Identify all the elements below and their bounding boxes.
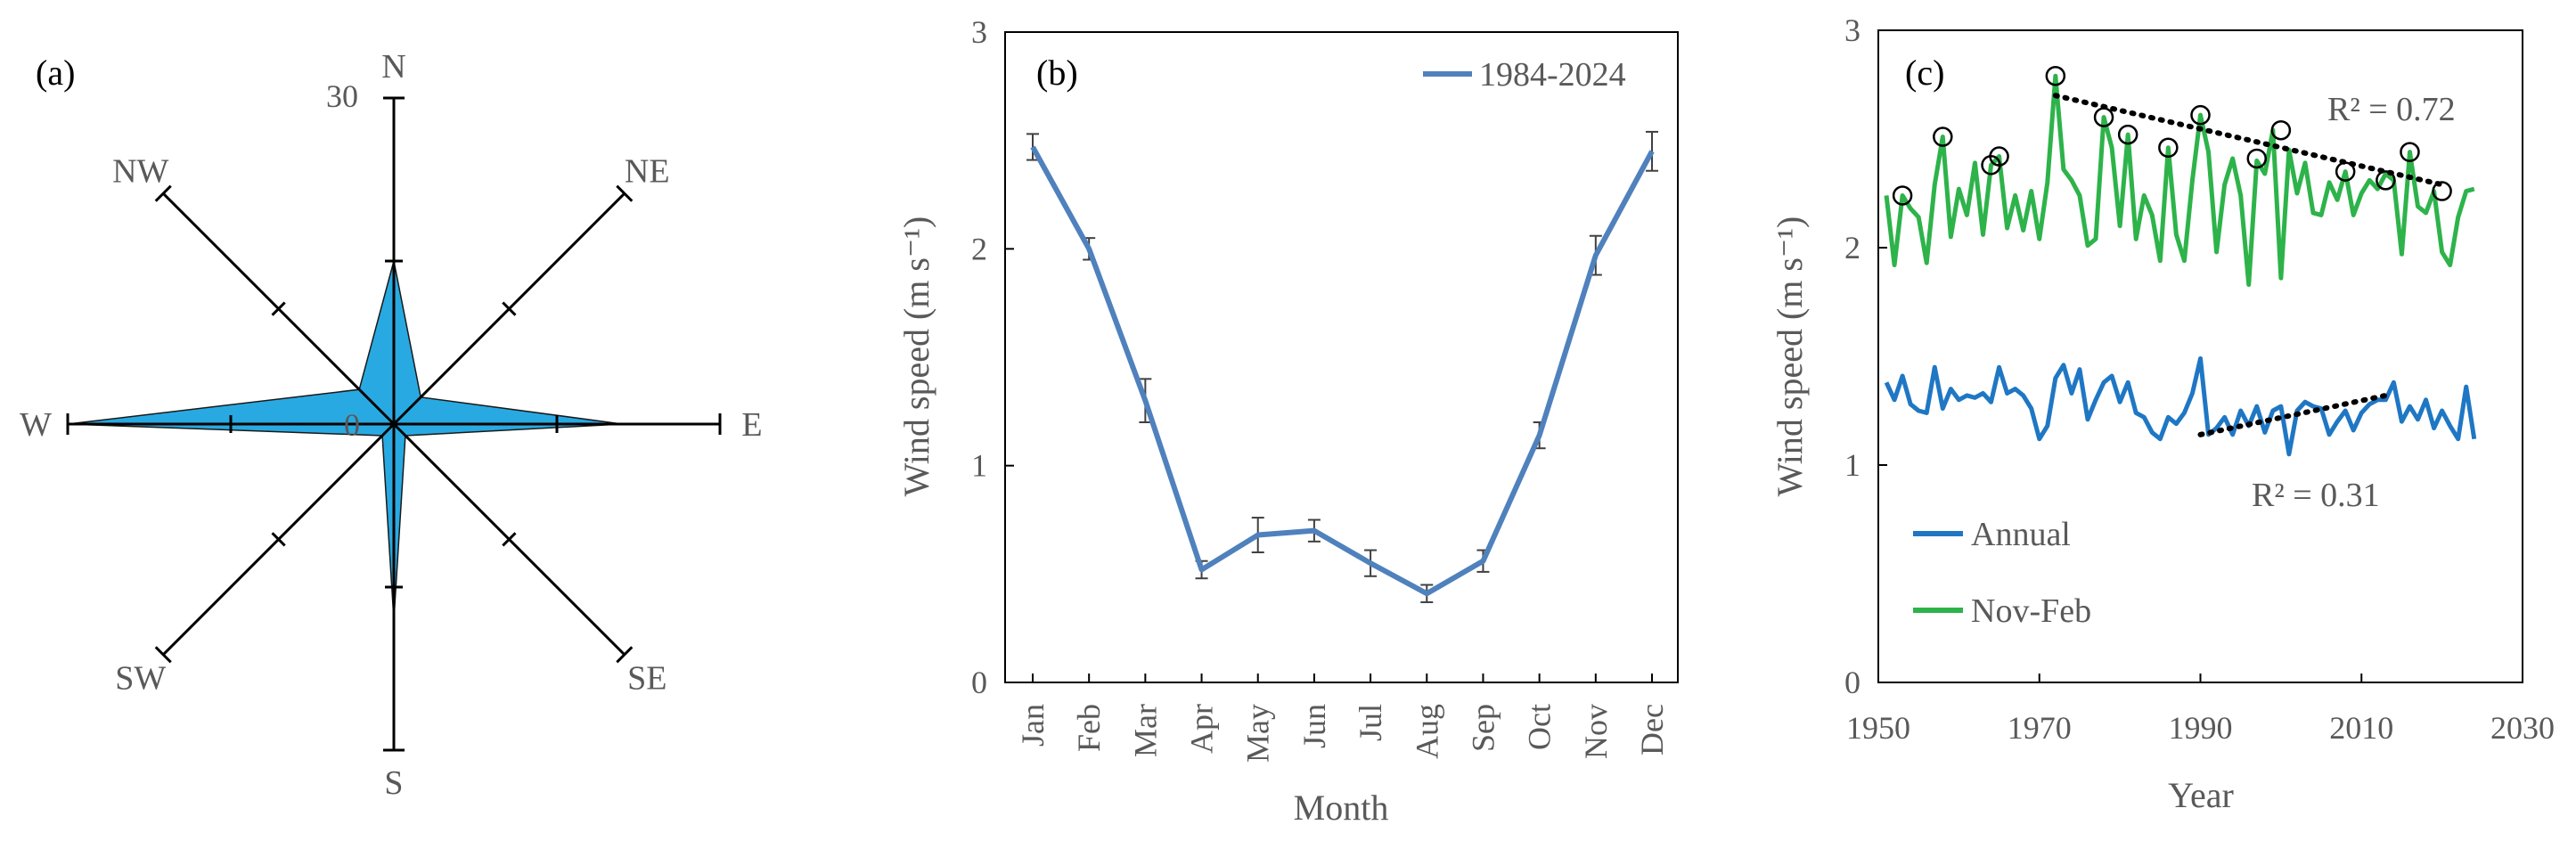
x-tick-label-apr: Apr: [1184, 704, 1220, 754]
circled-point-2013: [2376, 170, 2396, 191]
tick-sw-1: [154, 646, 172, 664]
circled-point-1958: [1933, 127, 1953, 147]
circled-point-1953: [1892, 185, 1913, 206]
panel-b-monthly-line-chart: (b) 0 1 2 3 Jan Feb Mar Apr May Jun Jul Aug Sep Oct No…: [896, 14, 1679, 828]
y-axis-label: Wind speed (m s⁻¹): [896, 216, 936, 497]
direction-label-n: N: [381, 48, 405, 86]
x-tick-label-may: May: [1240, 704, 1276, 763]
y-axis-label: Wind speed (m s⁻¹): [1770, 216, 1810, 497]
direction-label-sw: SW: [115, 659, 166, 697]
x-tick-label-1970: 1970: [2008, 710, 2072, 746]
panel-a-wind-rose: (a) N NE E SE S SW W NW 0 30: [20, 48, 763, 802]
tick-se-1: [616, 646, 634, 664]
y-tick-label-3: 3: [1844, 12, 1860, 48]
y-tick-label-1: 1: [1844, 447, 1860, 483]
circled-point-1986: [2158, 137, 2179, 159]
direction-label-se: SE: [627, 659, 666, 697]
tick-ne-0: [502, 301, 517, 316]
tick-ne-1: [616, 184, 634, 202]
legend-label-annual: Annual: [1971, 516, 2071, 553]
tick-nw-1: [154, 184, 172, 202]
direction-label-nw: NW: [112, 153, 168, 191]
panel-a-label: (a): [36, 53, 75, 93]
y-tick-label-3: 3: [971, 14, 987, 50]
x-tick-label-aug: Aug: [1409, 704, 1444, 759]
legend-label-nov-feb: Nov-Feb: [1971, 592, 2091, 630]
x-tick-label-feb: Feb: [1071, 704, 1107, 752]
tick-sw-0: [271, 532, 286, 547]
series-line-1984-2024: [1030, 145, 1655, 597]
circled-point-1997: [2246, 148, 2268, 169]
circled-point-1978: [2093, 107, 2114, 127]
circled-point-1972: [2045, 65, 2066, 86]
y-tick-label-0: 0: [1844, 665, 1860, 700]
plot-frame: [1004, 31, 1679, 683]
series-line-nov-feb: [1884, 73, 2475, 287]
x-tick-label-sep: Sep: [1465, 704, 1501, 752]
x-tick-label-jul: Jul: [1353, 704, 1388, 741]
tick-nw-0: [271, 301, 286, 316]
legend-label-1984-2024: 1984-2024: [1479, 56, 1626, 94]
x-tick-label-jun: Jun: [1296, 704, 1332, 748]
x-tick-label-nov: Nov: [1578, 704, 1614, 759]
x-tick-label-1950: 1950: [1846, 710, 1910, 746]
x-tick-label-dec: Dec: [1634, 704, 1670, 755]
circled-point-2000: [2270, 119, 2292, 141]
x-tick-label-2010: 2010: [2329, 710, 2393, 746]
direction-label-w: W: [20, 406, 52, 444]
r2-label-nov-feb: R² = 0.72: [2327, 91, 2456, 128]
y-tick-label-1: 1: [971, 448, 987, 484]
x-tick-label-mar: Mar: [1127, 704, 1163, 757]
radial-tick-label-30: 30: [326, 78, 358, 114]
trend-line-annual: [2197, 392, 2389, 437]
radial-tick-label-0: 0: [344, 407, 360, 443]
x-tick-label-oct: Oct: [1522, 704, 1558, 750]
y-tick-label-0: 0: [971, 665, 987, 700]
direction-label-ne: NE: [625, 153, 670, 191]
circled-point-2008: [2335, 161, 2356, 182]
circled-point-1965: [1989, 146, 2009, 167]
r2-label-annual: R² = 0.31: [2252, 477, 2380, 514]
trend-line-nov-feb: [2052, 93, 2445, 188]
tick-se-0: [502, 532, 517, 547]
x-tick-label-1990: 1990: [2169, 710, 2233, 746]
x-axis-label: Year: [2168, 775, 2234, 815]
direction-label-s: S: [384, 764, 403, 802]
panel-c-annual-line-chart: (c) 0 1 2 3 1950 1970 1990 2010 2030 R² = 0.72 R² …: [1770, 12, 2555, 815]
x-tick-label-2030: 2030: [2490, 710, 2555, 746]
circled-point-1981: [2117, 124, 2138, 145]
series-line-annual: [1884, 355, 2477, 457]
circled-point-2020: [2432, 181, 2452, 201]
x-tick-label-jan: Jan: [1015, 704, 1051, 747]
circled-point-1990: [2190, 104, 2211, 126]
x-axis-label: Month: [1294, 788, 1389, 828]
direction-label-e: E: [741, 406, 762, 444]
panel-b-label: (b): [1036, 53, 1078, 93]
y-tick-label-2: 2: [1844, 230, 1860, 265]
y-tick-label-2: 2: [971, 231, 987, 266]
panel-c-label: (c): [1905, 53, 1944, 93]
circled-point-2016: [2400, 142, 2420, 162]
